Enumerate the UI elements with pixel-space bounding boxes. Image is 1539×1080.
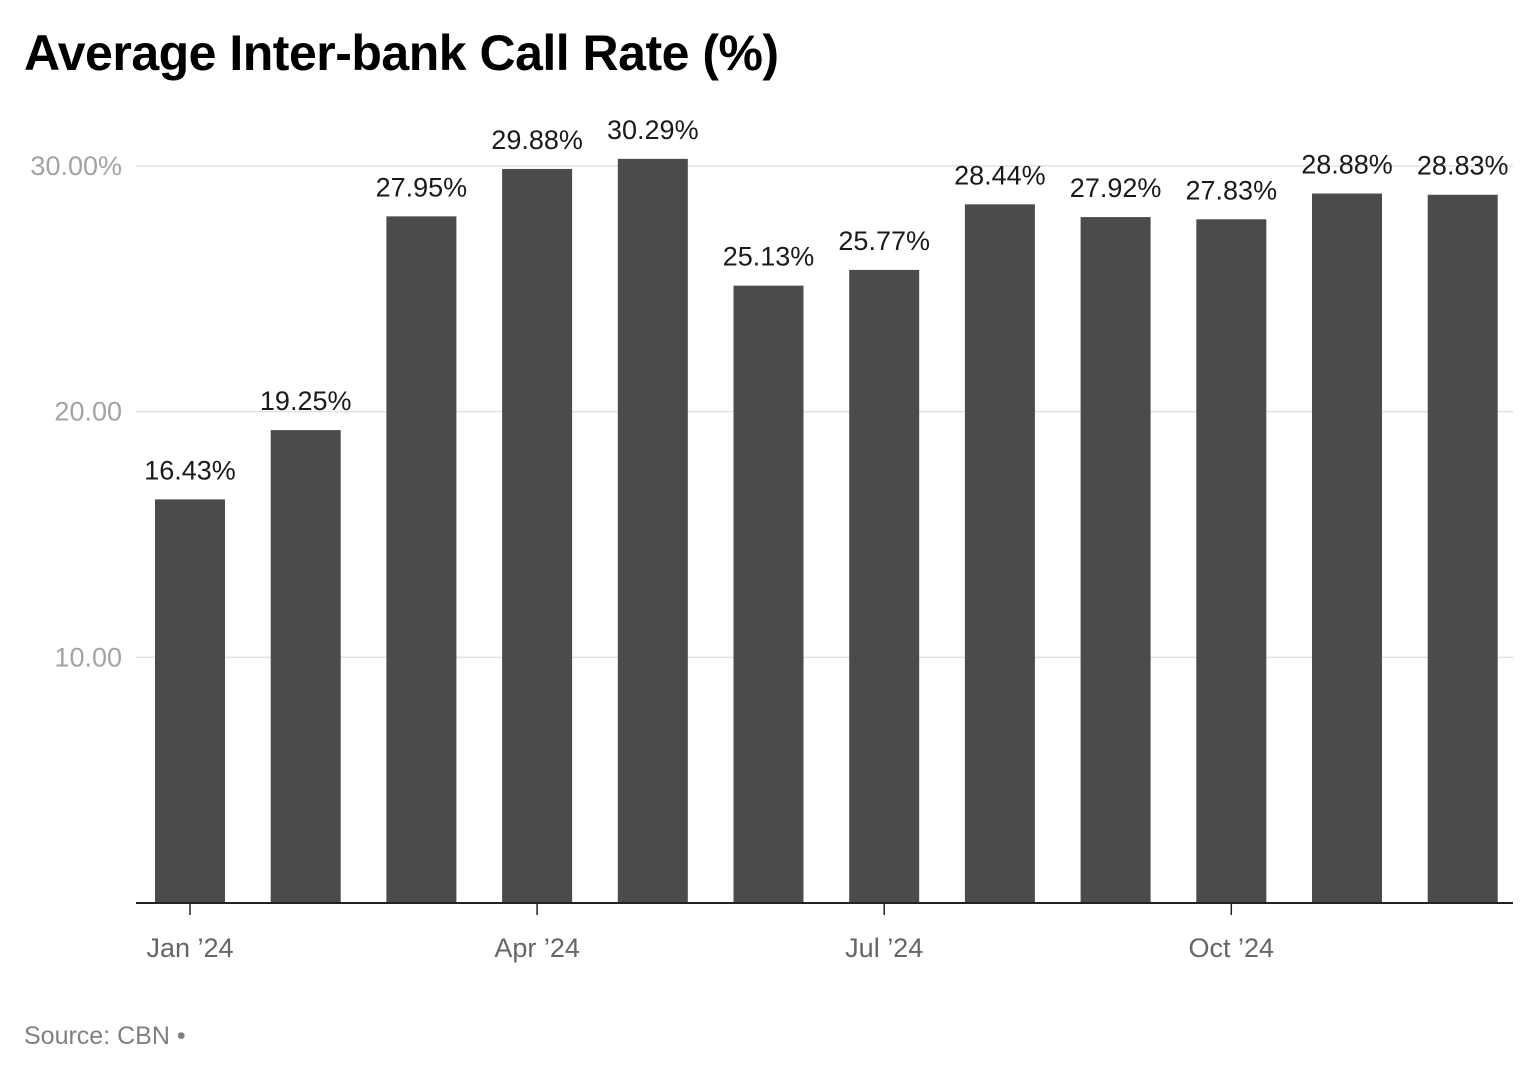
- bar: [849, 269, 920, 903]
- y-tick-label: 20.00: [54, 397, 122, 427]
- x-tick-label: Jan ’24: [146, 933, 233, 963]
- bar-value-label: 30.29%: [607, 115, 699, 145]
- bar: [1312, 193, 1382, 904]
- bar: [1080, 217, 1151, 904]
- bars: [155, 158, 1498, 904]
- bar-value-label: 28.44%: [954, 160, 1046, 190]
- x-tick-label: Oct ’24: [1189, 933, 1275, 963]
- bar: [1196, 219, 1267, 903]
- bar-value-label: 28.88%: [1301, 150, 1393, 180]
- bar-value-label: 25.13%: [723, 242, 815, 272]
- y-tick-label: 10.00: [54, 642, 122, 672]
- bar-value-label: 27.92%: [1070, 173, 1162, 203]
- bar: [733, 285, 804, 904]
- chart-title: Average Inter-bank Call Rate (%): [24, 25, 779, 81]
- bar-value-label: 28.83%: [1417, 151, 1509, 181]
- bar-value-label: 19.25%: [260, 386, 352, 416]
- x-axis: Jan ’24 Apr ’24 Jul ’24 Oct ’24: [136, 902, 1513, 963]
- bar: [270, 430, 341, 903]
- bar-value-labels: 16.43% 19.25% 27.95% 29.88% 30.29% 25.13% 25.7…: [144, 115, 1508, 485]
- bar: [155, 499, 225, 903]
- bar-value-label: 29.88%: [491, 125, 583, 155]
- bar: [617, 158, 688, 903]
- gridlines: 10.00 20.00 30.00%: [30, 151, 1513, 672]
- bar: [964, 204, 1035, 904]
- x-tick-label: Jul ’24: [845, 933, 923, 963]
- bar: [386, 216, 457, 903]
- bar-value-label: 25.77%: [838, 226, 930, 256]
- bar-value-label: 27.83%: [1186, 175, 1278, 205]
- bar-value-label: 27.95%: [376, 172, 468, 202]
- bar-value-label: 16.43%: [144, 455, 236, 485]
- x-tick-label: Apr ’24: [494, 933, 580, 963]
- bar-chart: 10.00 20.00 30.00% 16.43% 19.25% 27.95% 29.88…: [30, 115, 1513, 963]
- bar: [502, 168, 573, 903]
- bar: [1427, 194, 1498, 904]
- y-tick-label: 30.00%: [30, 151, 122, 181]
- source-note: Source: CBN •: [24, 1022, 186, 1050]
